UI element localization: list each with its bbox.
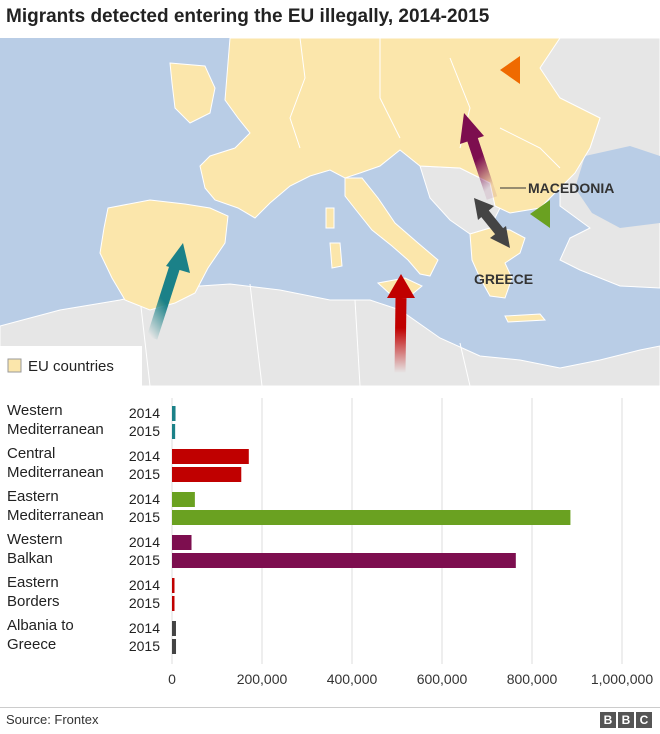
year-label: 2014 [129,577,160,593]
category-labels: Western Mediterranean 2014 2015 Central Medit… [7,402,160,654]
bar [172,535,192,550]
category-label: Eastern [7,574,59,591]
bar [172,578,175,593]
bar [172,596,175,611]
x-axis-ticks: 0 200,000 400,000 600,000 800,000 1,000,000 [168,671,653,687]
bbc-logo-letter: B [618,712,634,728]
map-legend-box [0,346,142,386]
arrow-eastern-borders [500,56,600,84]
page-title: Migrants detected entering the EU illega… [6,6,490,27]
year-label: 2014 [129,491,160,507]
bar [172,510,571,525]
category-label: Albania to [7,617,74,634]
footer-divider [0,707,660,708]
category-label: Mediterranean [7,464,104,481]
category-label: Borders [7,593,60,610]
year-label: 2015 [129,552,160,568]
year-label: 2014 [129,448,160,464]
arrow-albania-to-greece [474,198,510,248]
bbc-logo-letter: C [636,712,652,728]
x-tick-label: 600,000 [417,671,468,687]
category-label: Western [7,531,63,548]
bar [172,467,242,482]
bar-chart: Western Mediterranean 2014 2015 Central Medit… [7,398,653,687]
year-label: 2015 [129,638,160,654]
eu-legend-swatch [7,358,22,373]
category-label: Mediterranean [7,507,104,524]
sardinia [329,242,343,269]
category-label: Eastern [7,488,59,505]
year-label: 2015 [129,595,160,611]
arrow-western-balkan [460,113,498,200]
category-label: Central [7,445,55,462]
uk [169,62,216,124]
category-label: Balkan [7,550,53,567]
italy [344,177,439,277]
category-label: Western [7,402,63,419]
bar [172,449,249,464]
year-label: 2014 [129,620,160,636]
crete [504,313,547,323]
bar [172,639,177,654]
iberia [99,199,229,311]
macedonia-label: MACEDONIA [528,180,614,196]
arrow-western-mediterranean [146,243,190,340]
bar [172,406,176,421]
eu-legend-label: EU countries [28,358,114,375]
bbc-logo: B B C [600,712,652,728]
source-text: Source: Frontex [6,712,99,727]
bar [172,492,195,507]
category-label: Greece [7,636,56,653]
grid-lines [171,398,623,664]
arrow-eastern-mediterranean [530,200,630,228]
bar [172,553,516,568]
bar [172,424,176,439]
bars [172,406,571,654]
migration-map: MACEDONIA GREECE EU countries [0,38,660,386]
x-tick-label: 1,000,000 [591,671,653,687]
category-label: Mediterranean [7,421,104,438]
x-tick-label: 400,000 [327,671,378,687]
greece-label: GREECE [474,271,533,287]
bbc-logo-letter: B [600,712,616,728]
year-label: 2015 [129,423,160,439]
year-label: 2015 [129,509,160,525]
eu-mainland [199,38,601,219]
bar [172,621,176,636]
x-tick-label: 0 [168,671,176,687]
year-label: 2015 [129,466,160,482]
arrow-central-mediterranean [387,274,415,374]
year-label: 2014 [129,534,160,550]
year-label: 2014 [129,405,160,421]
x-tick-label: 800,000 [507,671,558,687]
corsica [325,207,335,229]
black-sea [575,146,660,228]
x-tick-label: 200,000 [237,671,288,687]
